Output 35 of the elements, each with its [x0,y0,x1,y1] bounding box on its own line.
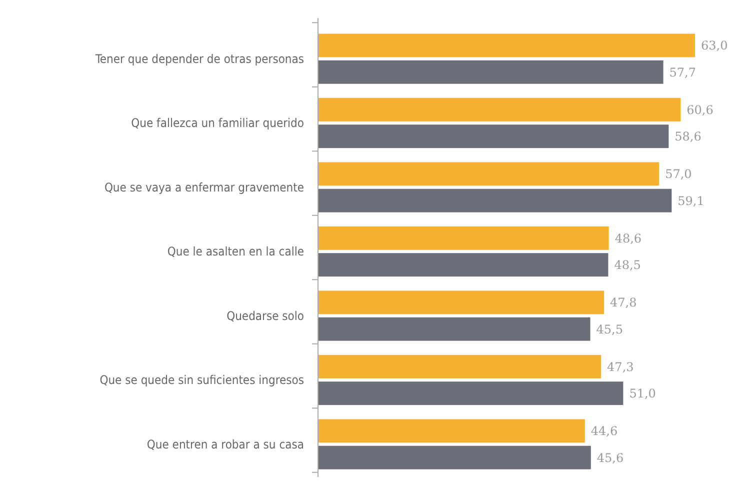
data-label: 48,5 [614,258,641,272]
bar [318,34,695,58]
y-tick-label: Tener que depender de otras personas [94,52,304,66]
y-tick-label: Que se vaya a enfermar gravemente [104,180,304,194]
data-label: 45,5 [596,322,623,336]
y-tick-label: Que le asalten en la calle [167,244,304,259]
bar [318,188,672,212]
bar [318,290,604,314]
data-label: 60,6 [686,102,714,117]
bar [318,382,624,406]
bar [318,162,660,186]
bar [318,419,585,443]
bar [318,226,609,250]
bar [318,446,591,470]
bar [318,98,681,122]
y-tick-label: Que fallezca un familiar querido [131,116,304,130]
data-label: 57,7 [669,65,696,80]
data-label: 47,8 [610,296,637,310]
data-label: 63,0 [701,38,728,53]
y-tick-label: Quedarse solo [226,308,304,323]
bar [318,253,608,277]
data-label: 48,6 [614,231,642,246]
data-label: 59,1 [678,194,704,208]
bar [318,317,590,341]
data-label: 47,3 [607,360,634,374]
data-label: 57,0 [665,167,692,182]
bar [318,354,602,378]
data-label: 51,0 [629,386,656,401]
data-label: 44,6 [590,424,618,438]
y-tick-label: Que entren a robar a su casa [146,437,304,452]
bar [318,124,669,148]
bar [318,60,664,84]
data-label: 58,6 [674,130,702,144]
y-tick-label: Que se quede sin suficientes ingresos [100,373,304,388]
data-label: 45,6 [596,450,624,465]
